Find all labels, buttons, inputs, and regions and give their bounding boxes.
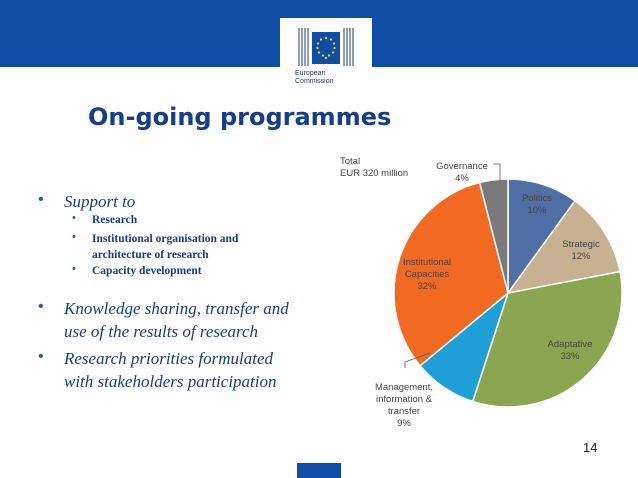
pie-slice-label: transfer [388,406,420,417]
pie-slice-label: Institutional [403,257,451,268]
bullet-text-line: Institutional organisation and [92,233,239,245]
pie-slice-label: Capacities [405,269,450,280]
pie-pct-label: 10% [527,205,547,216]
bullet-text-line: with stakeholders participation [64,372,277,391]
bullet-dot: • [72,231,76,243]
pie-pct-label: 32% [417,281,437,292]
pie-slice-label: Management, [375,382,433,393]
bullet-text-line: architecture of research [92,249,209,261]
bullet-dot: • [38,298,44,315]
pie-slice-politics [507,178,577,296]
bullet-dot: • [38,191,44,208]
pie-pct-label: 9% [397,418,411,429]
pie-slice-label: Strategic [562,239,600,250]
bullet-item: Research priorities formulated with stake… [64,347,277,393]
logo-line-2: Commission [295,78,334,85]
bullet-text-line: Knowledge sharing, transfer and [64,299,289,318]
pie-slice-label: Politics [522,193,552,204]
pie-pct-label: 4% [455,173,469,184]
bullet-text-line: use of the results of research [64,322,259,341]
chart-total-label: EUR 320 million [340,168,408,179]
pie-slice-governance [478,178,509,294]
bullet-dot: • [72,263,76,275]
eu-flag-footer [297,463,341,478]
bullet-text-line: Support to [64,192,136,211]
pie-slice-label: information & [376,394,433,405]
pie-slice-adaptative [471,270,623,408]
sub-bullet-item: Capacity development [92,263,202,279]
pie-pct-label: 33% [560,351,580,362]
bullet-text-line: Capacity development [92,265,202,277]
bullet-text-line: Research priorities formulated [64,349,274,368]
slide-title: On-going programmes [88,103,392,131]
pie-slice-label: Governance [436,161,488,172]
bullet-text-line: Research [92,214,138,226]
pie-slice-strategic [506,199,621,295]
logo-text: European Commission [295,70,334,86]
pie-slice-institutional-capacities [393,181,509,367]
sub-bullet-item: Institutional organisation and architectu… [92,231,238,263]
sub-bullet-item: Research [92,212,137,228]
bullet-item: Support to [64,190,135,213]
page-number: 14 [583,440,598,455]
governance-leader-line [493,163,501,182]
bullet-dot: • [38,348,44,365]
pie-pct-label: 12% [571,251,591,262]
commission-building-icon [298,28,354,66]
bullet-item: Knowledge sharing, transfer and use of th… [64,297,289,343]
bullet-dot: • [72,212,76,224]
management-leader-line [404,352,431,368]
chart-total-label: Total [340,156,360,167]
logo-line-1: European [295,70,326,77]
pie-slice-label: Adaptative [548,339,593,350]
